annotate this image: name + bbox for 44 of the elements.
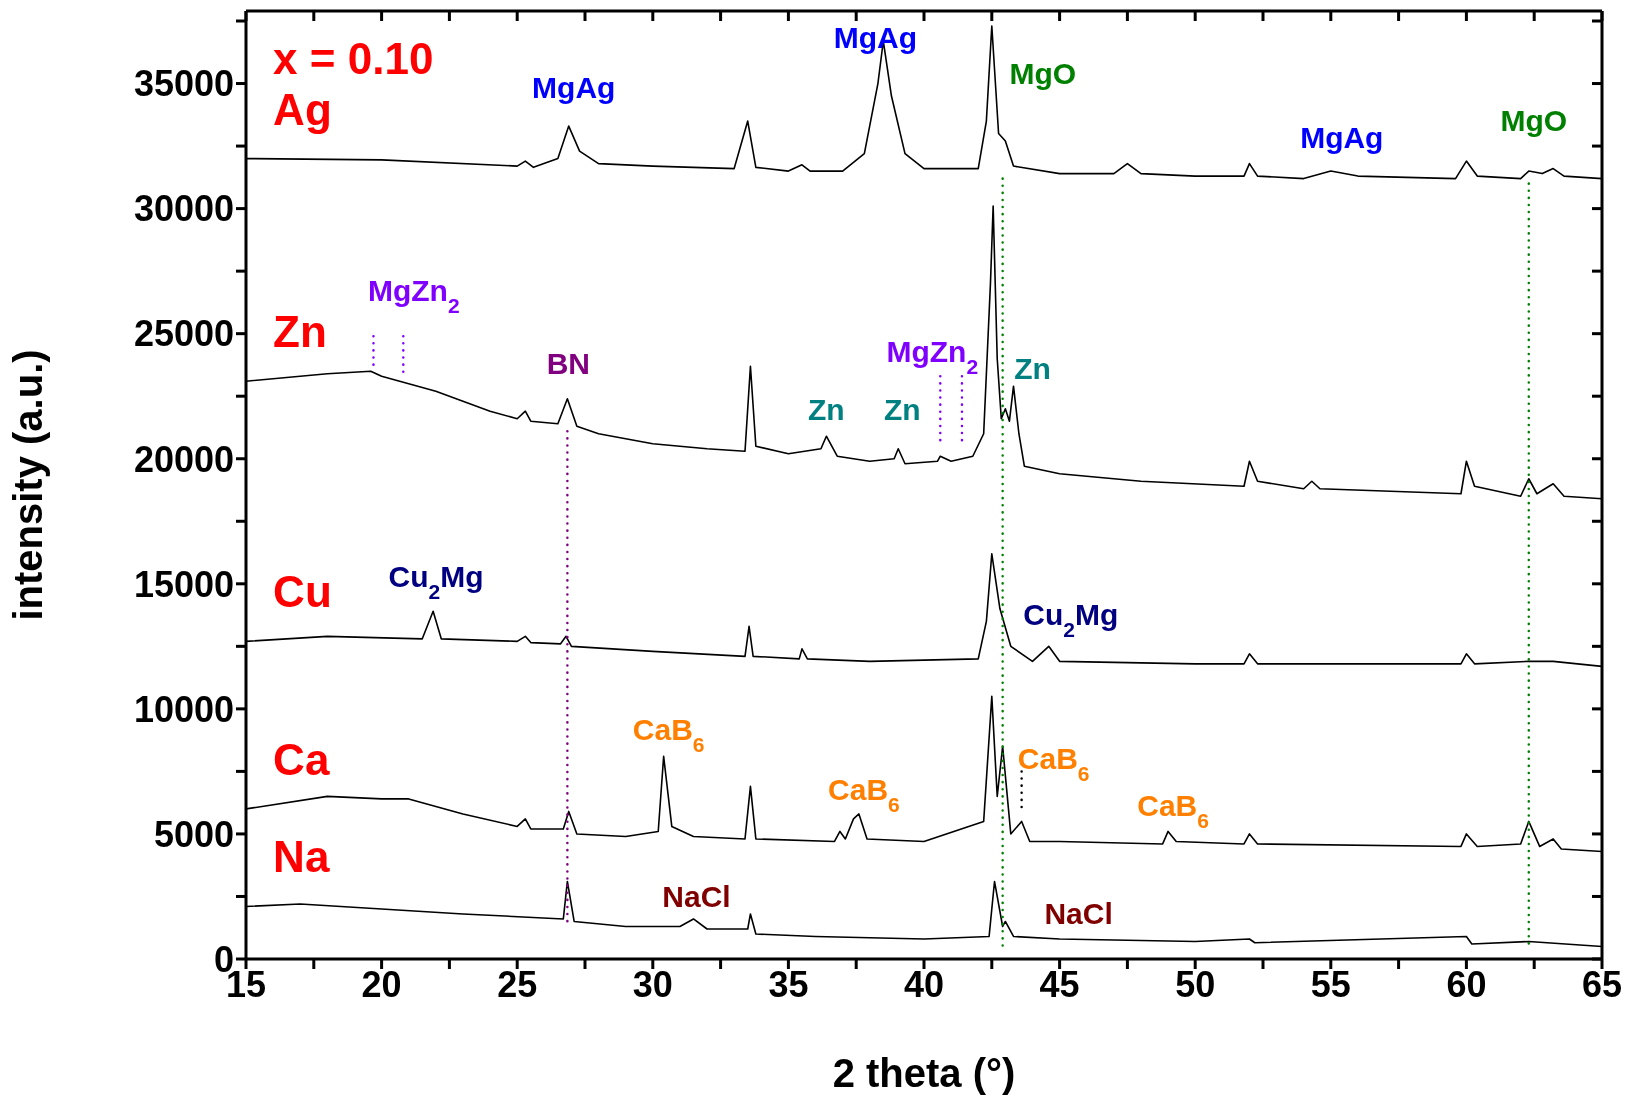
annotation: CaB$_{6}$ <box>1137 788 1209 832</box>
annotation: MgZn$_{2}$ <box>886 334 979 378</box>
annotation: CaB$_{6}$ <box>1017 741 1090 785</box>
annotation: MgAg <box>1300 120 1384 154</box>
x-tick-label: 20 <box>361 963 402 1005</box>
x-tick-label: 30 <box>632 963 673 1005</box>
annotation: MgAg <box>833 20 917 54</box>
annotation: MgO <box>1009 56 1077 90</box>
x-tick-label: 65 <box>1581 963 1623 1005</box>
y-tick-label: 15000 <box>133 563 234 605</box>
annotation: NaCl <box>1044 897 1113 931</box>
annotation: BN <box>546 347 591 381</box>
x-tick-label: 50 <box>1175 963 1216 1005</box>
series-label: Cu <box>273 567 332 617</box>
annotation: Cu$_{2}$Mg <box>388 559 484 603</box>
annotation: MgAg <box>532 70 616 104</box>
y-tick-label: 5000 <box>153 813 234 855</box>
x-tick-label: 40 <box>903 963 945 1005</box>
annotation: MgZn$_{2}$ <box>367 273 460 317</box>
y-tick-label: 30000 <box>133 188 234 230</box>
annotation: NaCl <box>662 880 731 914</box>
x-tick-label: 45 <box>1039 963 1080 1005</box>
x-tick-label: 55 <box>1310 963 1351 1005</box>
y-axis-title: intensity (a.u.) <box>6 349 51 621</box>
y-tick-label: 10000 <box>133 688 234 730</box>
annotation: MgO <box>1500 103 1568 137</box>
y-tick-label: 20000 <box>133 438 234 480</box>
series-label: Zn <box>273 307 327 357</box>
x-tick-label: 60 <box>1446 963 1487 1005</box>
x-tick-label: 25 <box>497 963 538 1005</box>
annotation: x = 0.10 <box>273 33 434 83</box>
series-label: Ca <box>273 734 330 784</box>
annotation: CaB$_{6}$ <box>632 712 705 756</box>
y-tick-label: 25000 <box>133 313 234 355</box>
annotation: Zn <box>808 392 845 426</box>
annotation: Cu$_{2}$Mg <box>1023 597 1119 641</box>
series-label: Na <box>273 832 330 882</box>
annotation: Zn <box>1014 351 1051 385</box>
x-axis-title: 2 theta (°) <box>832 1051 1016 1095</box>
y-tick-label: 35000 <box>133 63 234 105</box>
annotation: CaB$_{6}$ <box>828 773 900 816</box>
annotation: Zn <box>883 393 921 427</box>
series-label: Ag <box>273 84 332 134</box>
x-tick-label: 35 <box>768 963 809 1005</box>
